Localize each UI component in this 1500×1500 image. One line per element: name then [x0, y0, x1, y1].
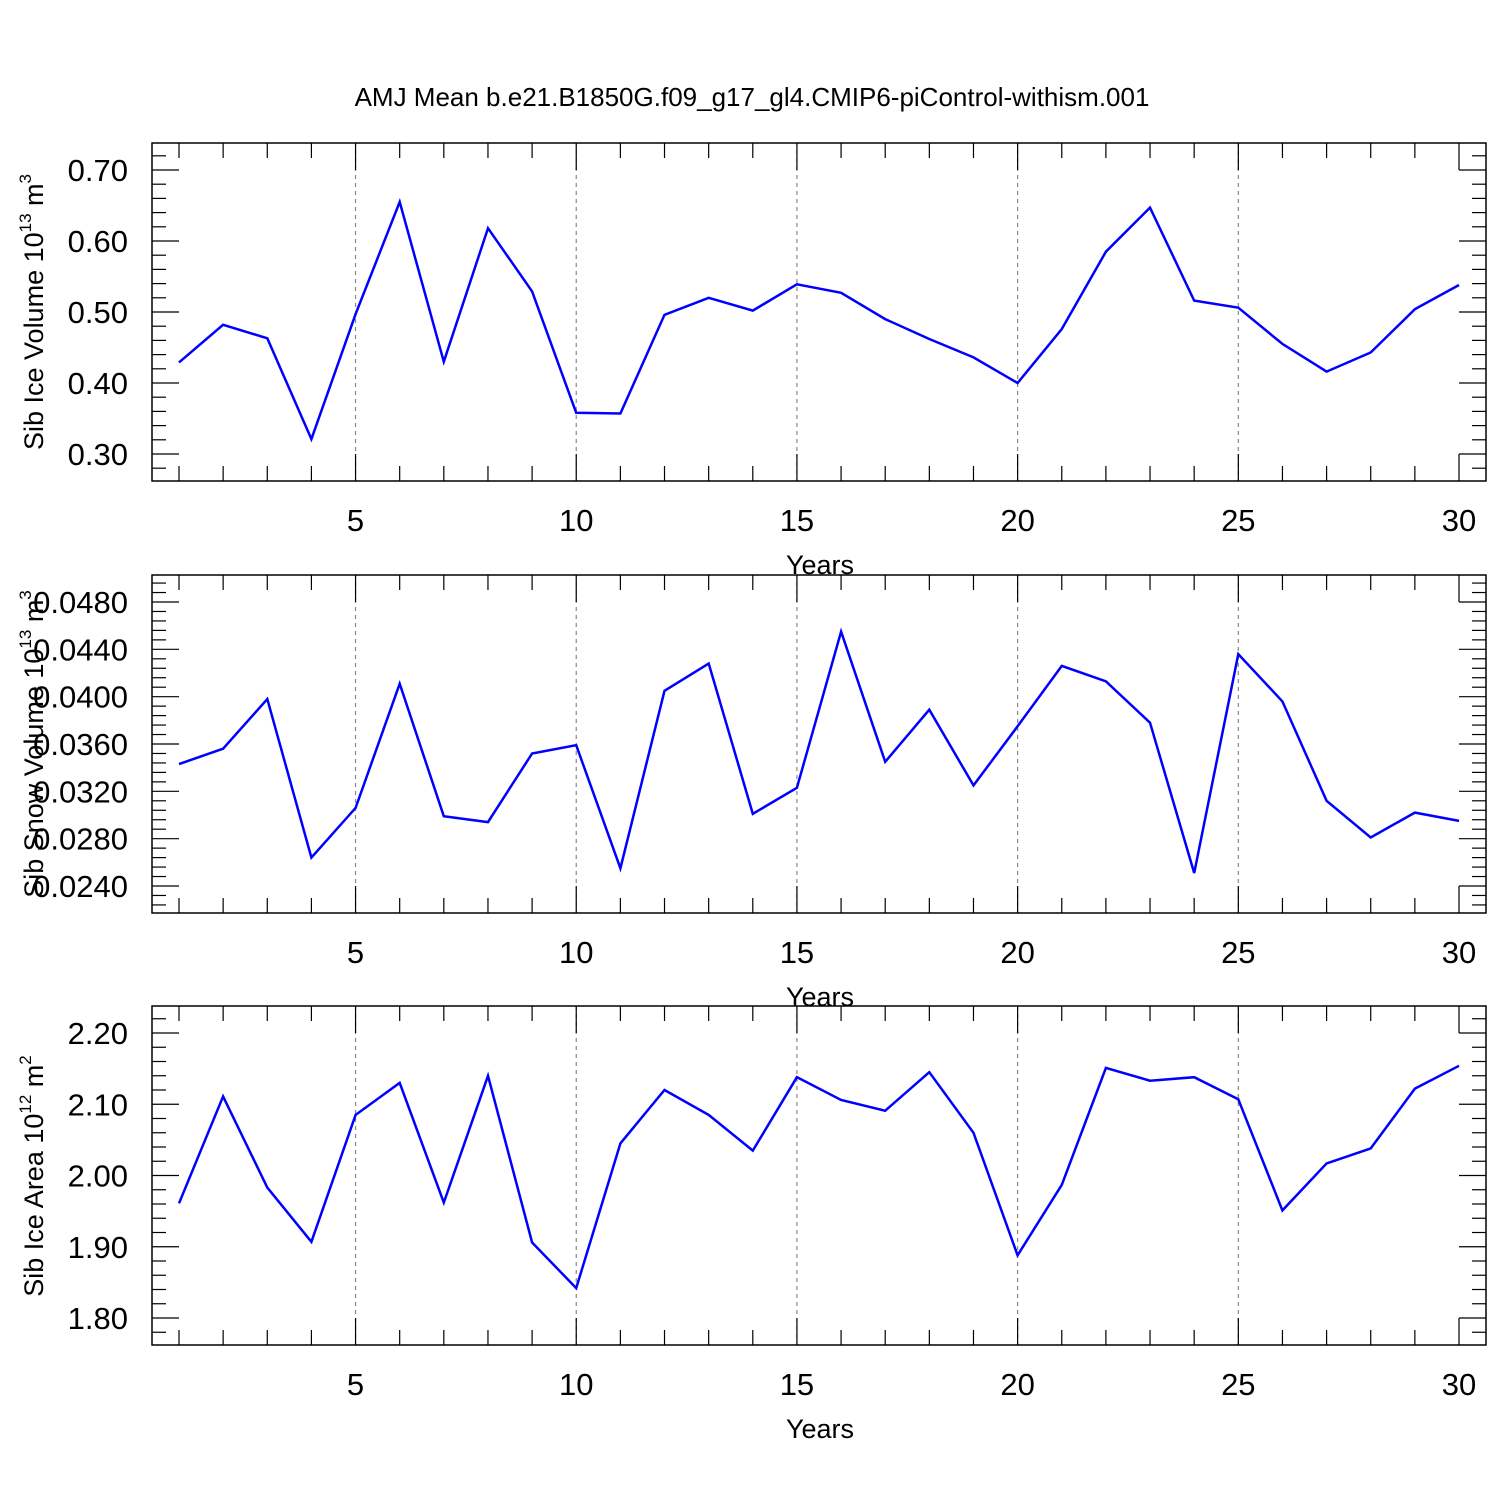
- x-tick-label: 10: [559, 1367, 593, 1402]
- y-tick-label: 2.20: [68, 1016, 128, 1051]
- panels: 0.30 0.40 0.50 0.60 0.70 5 10 15 20 25 30 Years Sib …: [16, 142, 1487, 1444]
- y-axis-title: Sib Ice Area 1012 m2: [16, 1055, 49, 1297]
- y-tick-label: 0.0400: [33, 680, 128, 715]
- y-tick-label: 0.50: [68, 295, 128, 330]
- x-tick-label: 15: [780, 935, 814, 970]
- y-tick-label: 0.40: [68, 366, 128, 401]
- y-tick-label: 0.30: [68, 437, 128, 472]
- x-tick-label: 20: [1000, 935, 1034, 970]
- y-tick-label: 1.80: [68, 1301, 128, 1336]
- y-tick-label: 2.10: [68, 1087, 128, 1122]
- y-tick-label: 0.0440: [33, 632, 128, 667]
- plot-frame: [151, 574, 1487, 914]
- y-tick-label: 1.90: [68, 1230, 128, 1265]
- series-line-2: [178, 627, 1460, 874]
- x-tick-label: 25: [1221, 503, 1255, 538]
- x-tick-label: 25: [1221, 1367, 1255, 1402]
- y-tick-label: 0.0320: [33, 774, 128, 809]
- y-tick-label: 0.0280: [33, 822, 128, 857]
- x-tick-label: 30: [1442, 503, 1476, 538]
- plot-frame: [151, 1005, 1487, 1346]
- x-tick-label: 5: [347, 935, 364, 970]
- series-line-3: [177, 1064, 1460, 1291]
- x-tick-label: 30: [1442, 935, 1476, 970]
- x-tick-label: 15: [780, 503, 814, 538]
- y-tick-label: 0.0480: [33, 585, 128, 620]
- y-tick-label: 2.00: [68, 1159, 128, 1194]
- x-tick-label: 20: [1000, 503, 1034, 538]
- x-tick-label: 25: [1221, 935, 1255, 970]
- y-axis-title: Sib Snow Volume 1013 m3: [16, 590, 49, 898]
- x-tick-label: 10: [559, 935, 593, 970]
- y-axis-title: Sib Ice Volume 1013 m3: [16, 174, 49, 450]
- chart-panel-3: 1.80 1.90 2.00 2.10 2.20 5 10 15 20 25 30 Years Sib …: [16, 1005, 1487, 1444]
- chart-panel-1: 0.300.400.500.600.705 10 15 20 25 30YearsSib …: [16, 142, 1487, 580]
- x-tick-label: 20: [1000, 1367, 1034, 1402]
- y-tick-label: 0.70: [68, 153, 128, 188]
- chart-panel-2: 0.0240 0.0280 0.0320 0.0360 0.0400 0.0440 0.04…: [16, 574, 1487, 1012]
- x-axis-title: Years: [786, 982, 854, 1012]
- y-tick-label: 0.60: [68, 224, 128, 259]
- x-tick-label: 10: [559, 503, 593, 538]
- x-tick-label: 5: [347, 1367, 364, 1402]
- y-tick-label: 0.0360: [33, 727, 128, 762]
- x-tick-label: 15: [780, 1367, 814, 1402]
- x-tick-label: 30: [1442, 1367, 1476, 1402]
- x-tick-label: 5: [347, 503, 364, 538]
- series-line-1: [178, 197, 1460, 443]
- x-axis-title: Years: [786, 1414, 854, 1444]
- plot-frame: [151, 142, 1487, 482]
- chart-title: AMJ Mean b.e21.B1850G.f09_g17_gl4.CMIP6-…: [355, 82, 1150, 112]
- y-tick-label: 0.0240: [33, 869, 128, 904]
